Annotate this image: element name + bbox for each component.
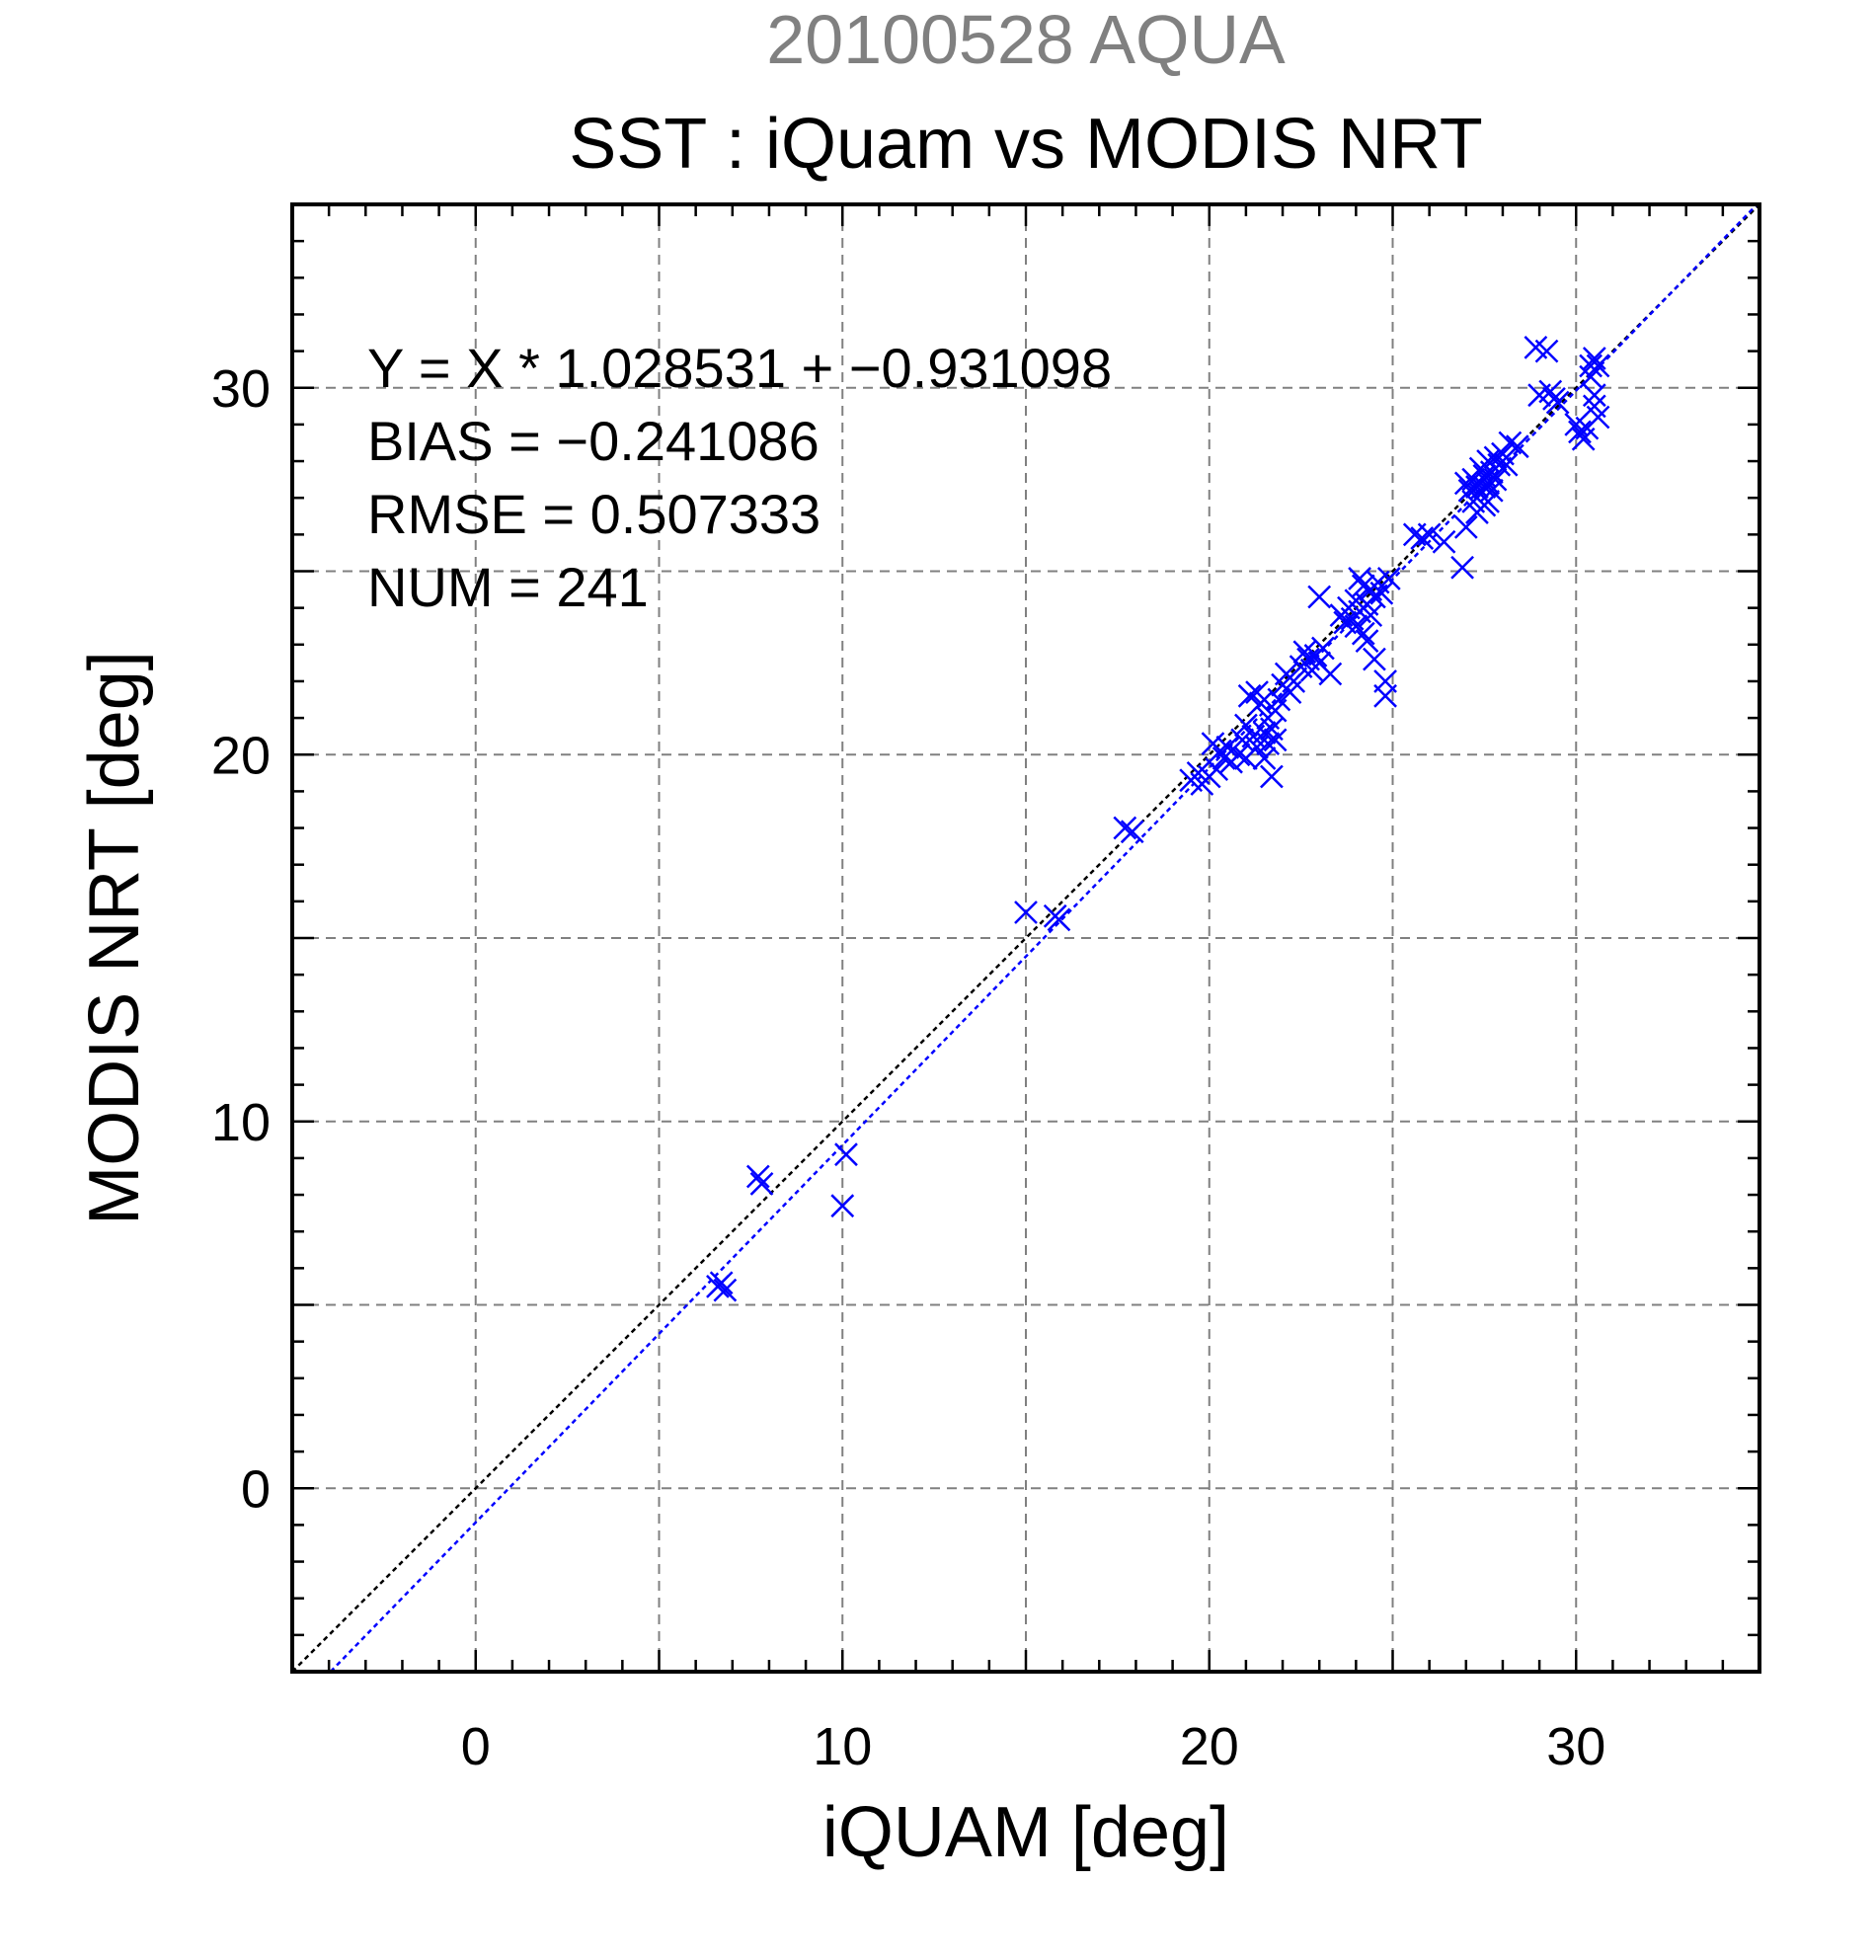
data-point: [1355, 629, 1379, 653]
data-point: [1307, 585, 1332, 609]
grid: [292, 204, 1759, 1672]
data-point: [834, 1142, 858, 1167]
data-point: [1267, 687, 1291, 712]
data-point: [1545, 390, 1570, 415]
data-point: [1538, 379, 1563, 404]
data-point: [1450, 555, 1474, 580]
data-point: [1363, 585, 1386, 609]
data-point: [1534, 339, 1559, 363]
data-point: [1263, 728, 1288, 752]
data-point: [1376, 567, 1401, 590]
data-point: [1260, 764, 1284, 789]
data-point: [1453, 515, 1478, 539]
data-point: [1568, 420, 1592, 444]
data-point: [1234, 713, 1258, 738]
x-tick-label: 20: [1180, 1717, 1239, 1776]
data-point: [1120, 820, 1144, 844]
data-point: [1318, 662, 1343, 686]
data-point: [1582, 347, 1606, 370]
data-point: [1494, 452, 1519, 477]
data-point: [1586, 353, 1610, 378]
data-point: [1417, 522, 1442, 547]
y-axis-label: MODIS NRT [deg]: [75, 651, 154, 1225]
data-point: [1282, 669, 1306, 693]
data-point: [1256, 732, 1281, 755]
y-tick-label: 0: [241, 1459, 271, 1519]
chart-title: 20100528 AQUA: [766, 1, 1286, 78]
data-point: [1248, 691, 1273, 716]
y-tick-label: 20: [211, 726, 271, 785]
data-point: [709, 1271, 734, 1295]
chart-subtitle: SST : iQuam vs MODIS NRT: [569, 105, 1483, 184]
data-point: [1410, 526, 1435, 550]
data-point: [1205, 757, 1229, 781]
data-point: [1047, 907, 1071, 932]
fit-equation: Y = X * 1.028531 + −0.931098: [367, 337, 1112, 399]
data-point: [1215, 735, 1240, 759]
data-point: [1369, 581, 1394, 605]
data-point: [1498, 431, 1523, 455]
data-point: [1432, 529, 1456, 554]
x-axis-label: iQUAM [deg]: [822, 1793, 1229, 1872]
data-point: [1579, 353, 1602, 378]
data-point: [1351, 621, 1375, 646]
data-point: [1359, 603, 1383, 627]
data-point: [1226, 743, 1251, 767]
data-point: [1586, 405, 1610, 430]
data-point: [1579, 364, 1602, 389]
data-point: [1237, 683, 1262, 708]
x-tick-label: 0: [461, 1717, 491, 1776]
x-tick-label: 30: [1546, 1717, 1605, 1776]
bias-stat: BIAS = −0.241086: [367, 410, 820, 472]
fit-line: [329, 203, 1759, 1673]
data-point: [1582, 383, 1606, 408]
data-point: [713, 1278, 738, 1302]
tick-labels: 0 10 20 30 0 10 20 30: [211, 359, 1605, 1776]
data-point: [749, 1172, 774, 1196]
data-points: [706, 336, 1610, 1302]
data-point: [830, 1194, 855, 1218]
minor-ticks: [292, 204, 1759, 1672]
data-point: [1014, 901, 1038, 924]
data-point: [1363, 647, 1386, 671]
data-point: [1373, 669, 1397, 693]
data-point: [1113, 816, 1137, 840]
rmse-stat: RMSE = 0.507333: [367, 483, 821, 545]
data-point: [745, 1164, 770, 1189]
y-tick-label: 10: [211, 1093, 271, 1152]
data-point: [1505, 434, 1529, 459]
data-point: [1483, 467, 1508, 492]
x-tick-label: 10: [813, 1717, 872, 1776]
data-point: [1252, 746, 1277, 770]
data-point: [1311, 636, 1335, 661]
reference-lines: [291, 203, 1760, 1673]
count-stat: NUM = 241: [367, 556, 649, 618]
y-tick-label: 30: [211, 359, 271, 419]
